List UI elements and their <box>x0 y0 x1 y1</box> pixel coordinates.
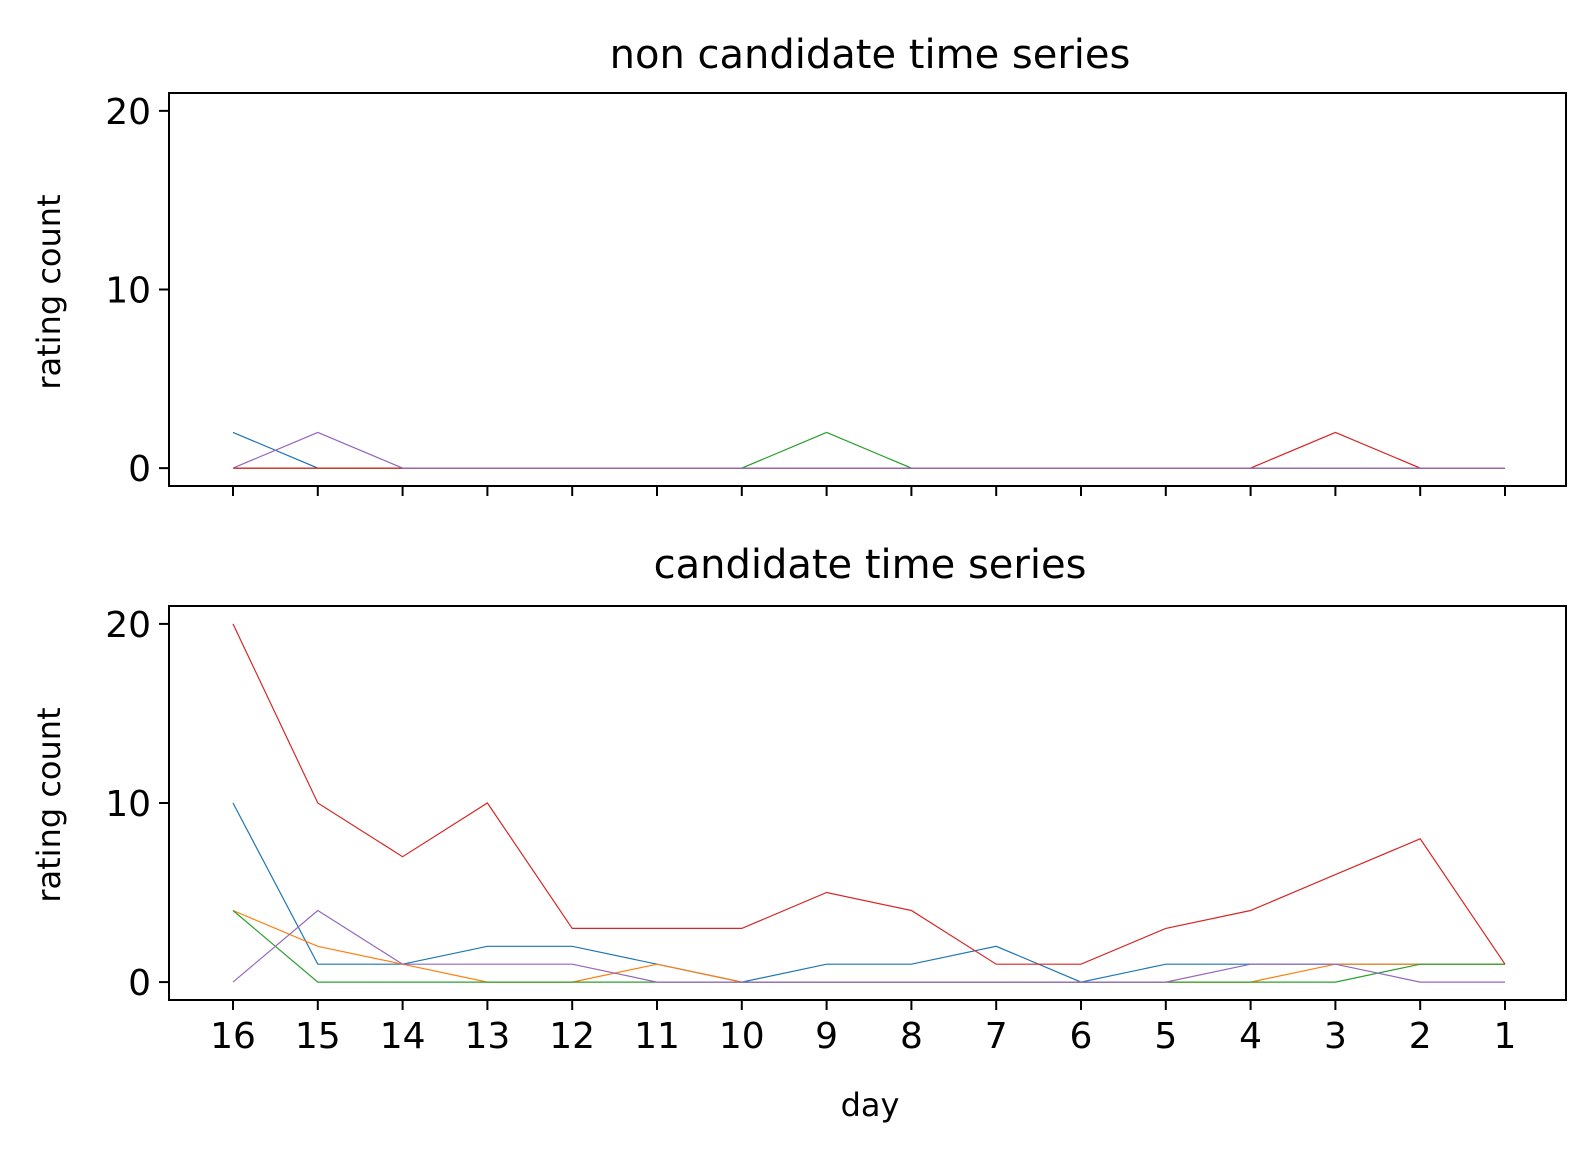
x-tick-label: 16 <box>210 1016 256 1057</box>
axes-frame <box>168 92 1567 487</box>
y-tick-label: 0 <box>128 449 151 490</box>
plot-area: 0 10 20 <box>105 92 1506 496</box>
y-tick-label: 0 <box>128 963 151 1004</box>
series-line-2 <box>233 431 1505 469</box>
series-line-1 <box>232 909 1505 983</box>
x-tick-label: 11 <box>634 1016 680 1057</box>
y-axis-label: rating count <box>30 194 68 389</box>
chart-title: non candidate time series <box>610 32 1131 78</box>
series-line-0 <box>232 802 1505 983</box>
series-line-4 <box>232 431 1505 469</box>
y-axis-label: rating count <box>30 707 68 902</box>
x-tick-label: 6 <box>1070 1016 1093 1057</box>
x-tick-label: 7 <box>985 1016 1008 1057</box>
series-line-3 <box>232 623 1506 965</box>
x-tick-label: 2 <box>1409 1016 1432 1057</box>
x-tick-label: 10 <box>719 1016 765 1057</box>
plot-area: 0 10 20 16 15 14 13 12 11 10 9 8 7 6 5 4 3 2 1 <box>105 605 1516 1057</box>
x-tick-label: 13 <box>464 1016 510 1057</box>
chart-title: candidate time series <box>654 542 1087 588</box>
x-tick-label: 9 <box>815 1016 838 1057</box>
x-axis-label: day <box>841 1086 900 1124</box>
x-tick-label: 5 <box>1154 1016 1177 1057</box>
y-tick-label: 10 <box>105 271 151 312</box>
x-tick-label: 15 <box>295 1016 341 1057</box>
x-tick-label: 4 <box>1239 1016 1262 1057</box>
x-tick-label: 3 <box>1324 1016 1347 1057</box>
candidate-panel: candidate time series rating count day 0… <box>30 542 1567 1124</box>
y-tick-label: 20 <box>105 92 151 133</box>
y-tick-label: 10 <box>105 784 151 825</box>
x-tick-label: 8 <box>900 1016 923 1057</box>
x-tick-label: 14 <box>380 1016 426 1057</box>
x-tick-label: 12 <box>549 1016 595 1057</box>
non-candidate-panel: non candidate time series rating count 0… <box>30 32 1567 496</box>
x-tick-label: 1 <box>1494 1016 1517 1057</box>
axes-frame <box>168 605 1567 1001</box>
series-line-2 <box>232 910 1505 983</box>
series-line-4 <box>232 909 1505 983</box>
y-tick-label: 20 <box>105 605 151 646</box>
